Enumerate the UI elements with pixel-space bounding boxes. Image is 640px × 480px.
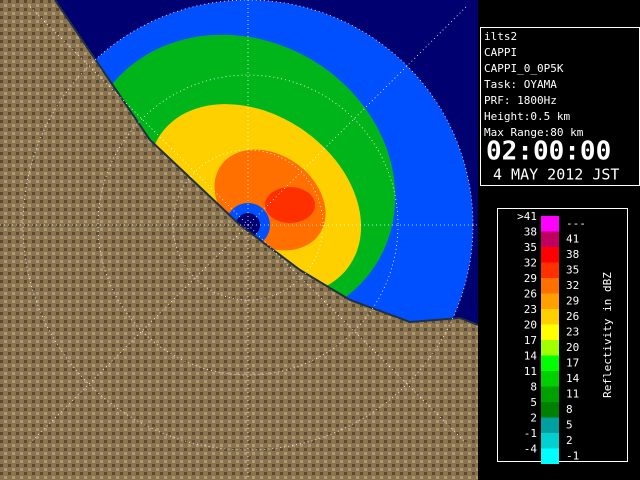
legend-high: 20 bbox=[566, 341, 579, 354]
info-line: CAPPI_0_0P5K bbox=[484, 62, 564, 75]
info-line: Height:0.5 km bbox=[484, 110, 570, 123]
date: 4 MAY 2012 JST bbox=[493, 166, 619, 184]
legend-swatch bbox=[541, 402, 559, 418]
legend-swatch bbox=[541, 371, 559, 387]
legend-high: 14 bbox=[566, 372, 580, 385]
legend-high: 41 bbox=[566, 233, 579, 246]
legend-swatch bbox=[541, 340, 559, 356]
coastline bbox=[54, 0, 478, 326]
legend-low: 23 bbox=[524, 303, 537, 316]
legend-high: 23 bbox=[566, 326, 579, 339]
map-area bbox=[0, 0, 478, 480]
info-text: ilts2 CAPPI CAPPI_0_0P5K Task: OYAMA PRF: 18… bbox=[484, 30, 584, 139]
legend-swatch bbox=[541, 355, 559, 371]
info-line: PRF: 1800Hz bbox=[484, 94, 557, 107]
legend-low: >41 bbox=[517, 210, 537, 223]
echo-red bbox=[265, 187, 315, 223]
legend-high: 5 bbox=[566, 419, 573, 432]
legend-high: 38 bbox=[566, 248, 579, 261]
legend-low: 8 bbox=[530, 381, 537, 394]
legend-swatch bbox=[541, 417, 559, 433]
legend-low: 5 bbox=[530, 396, 537, 409]
legend-swatch bbox=[541, 309, 559, 325]
info-line: CAPPI bbox=[484, 46, 517, 59]
legend-low: -4 bbox=[524, 443, 538, 456]
legend-swatch bbox=[541, 293, 559, 309]
legend-high: 8 bbox=[566, 403, 573, 416]
legend-swatch bbox=[541, 262, 559, 278]
legend-high: 11 bbox=[566, 388, 579, 401]
legend-low: 20 bbox=[524, 319, 537, 332]
range-rings bbox=[0, 0, 478, 480]
legend-high: 29 bbox=[566, 295, 579, 308]
legend-high: -1 bbox=[566, 450, 579, 463]
legend-swatch bbox=[541, 386, 559, 402]
legend-swatch bbox=[541, 247, 559, 263]
legend-low: 32 bbox=[524, 257, 537, 270]
legend-swatch bbox=[541, 278, 559, 294]
legend-high: 32 bbox=[566, 279, 579, 292]
legend-low: 14 bbox=[524, 350, 538, 363]
legend-swatch bbox=[541, 448, 559, 464]
legend-low: 35 bbox=[524, 241, 537, 254]
legend-swatch bbox=[541, 216, 559, 232]
legend-low: 29 bbox=[524, 272, 537, 285]
legend-title: Reflectivity in dBZ bbox=[601, 272, 614, 398]
legend-low: 2 bbox=[530, 412, 537, 425]
legend: >41 --- 38 41 35 38 32 35 29 32 26 29 23 26 20 23 17 20 14… bbox=[517, 210, 586, 464]
legend-high: 17 bbox=[566, 357, 579, 370]
info-line: Task: OYAMA bbox=[484, 78, 557, 91]
legend-low: 26 bbox=[524, 288, 537, 301]
time: 02:00:00 bbox=[486, 137, 611, 167]
legend-high: 35 bbox=[566, 264, 579, 277]
legend-swatch bbox=[541, 324, 559, 340]
legend-high: 2 bbox=[566, 434, 573, 447]
legend-low: 38 bbox=[524, 226, 537, 239]
legend-panel bbox=[497, 208, 628, 462]
info-line: Max Range:80 km bbox=[484, 126, 584, 139]
legend-low: -1 bbox=[524, 427, 537, 440]
legend-low: 17 bbox=[524, 334, 537, 347]
legend-swatch bbox=[541, 231, 559, 247]
legend-low: 11 bbox=[524, 365, 537, 378]
legend-swatch bbox=[541, 433, 559, 449]
info-line: ilts2 bbox=[484, 30, 517, 43]
legend-high: --- bbox=[566, 217, 586, 230]
legend-high: 26 bbox=[566, 310, 579, 323]
